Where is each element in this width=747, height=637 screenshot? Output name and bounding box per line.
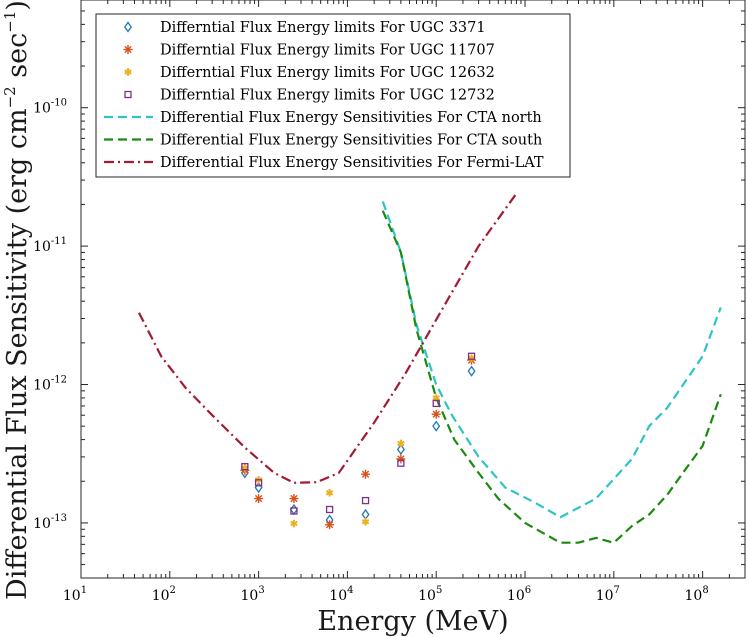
x-tick-label: 103 — [241, 585, 265, 604]
data-point-series-1 — [361, 469, 371, 479]
legend-label-1: Differntial Flux Energy limits For UGC 1… — [160, 43, 495, 59]
x-tick-label: 102 — [152, 585, 176, 604]
data-point-series-2 — [290, 519, 298, 528]
y-tick-label: 10-10 — [33, 98, 67, 117]
y-tick-label: 10-13 — [33, 513, 67, 532]
legend-marker-1 — [123, 45, 133, 54]
data-point-series-1 — [254, 494, 264, 504]
legend-marker-2 — [124, 68, 132, 76]
data-point-series-0 — [467, 365, 476, 377]
legend-label-2: Differntial Flux Energy limits For UGC 1… — [160, 65, 495, 81]
axis-tick-labels: 101 102 103 104 105 106 107 108 10-13 10-12 10-11 1… — [33, 98, 709, 604]
y-axis-label-end: ) — [2, 0, 33, 11]
legend: Differntial Flux Energy limits For UGC 3… — [95, 13, 571, 178]
legend-label-6: Differential Flux Energy Sensitivities F… — [160, 155, 544, 171]
data-point-series-1 — [325, 520, 335, 530]
y-axis-label-mid: sec — [2, 33, 33, 87]
series-line-4 — [381, 201, 722, 519]
x-tick-label: 107 — [596, 585, 620, 604]
data-point-series-2 — [397, 439, 405, 448]
axis-ticks — [80, 0, 746, 579]
y-axis-label-unit: (erg cm — [2, 108, 33, 214]
x-tick-label: 105 — [418, 585, 442, 604]
data-point-series-1 — [289, 494, 299, 504]
y-axis-label: Differential Flux Sensitivity (erg cm−2 … — [1, 0, 33, 600]
legend-label-0: Differntial Flux Energy limits For UGC 3… — [160, 20, 486, 36]
legend-box — [95, 13, 571, 178]
data-point-series-3 — [241, 463, 249, 471]
data-point-series-0 — [240, 467, 249, 479]
y-axis-label-exp1: −2 — [1, 86, 19, 108]
legend-marker-0 — [124, 21, 132, 33]
data-point-series-3 — [432, 399, 440, 408]
series-line-5 — [381, 210, 722, 544]
y-axis-label-main: Differential Flux Sensitivity — [2, 214, 33, 600]
data-point-series-3 — [361, 496, 370, 505]
x-axis-label: Energy (MeV) — [317, 606, 508, 637]
data-point-series-2 — [361, 517, 370, 526]
legend-label-5: Differential Flux Energy Sensitivities F… — [160, 133, 542, 149]
data-point-series-3 — [290, 507, 298, 515]
legend-marker-3 — [124, 90, 132, 99]
data-point-series-0 — [396, 443, 405, 455]
data-point-series-3 — [397, 459, 405, 467]
data-point-series-3 — [467, 352, 476, 360]
series-markers — [240, 352, 477, 530]
data-point-series-1 — [396, 454, 406, 464]
data-point-series-3 — [325, 505, 334, 514]
series-lines — [138, 192, 722, 544]
legend-label-4: Differential Flux Energy Sensitivities F… — [160, 110, 542, 126]
legend-label-3: Differntial Flux Energy limits For UGC 1… — [160, 88, 495, 104]
data-point-series-1 — [431, 409, 441, 419]
x-tick-label: 108 — [685, 585, 709, 604]
data-point-series-2 — [325, 489, 334, 497]
data-point-series-3 — [254, 479, 263, 487]
data-point-series-0 — [432, 420, 441, 432]
y-tick-label: 10-11 — [33, 236, 67, 255]
x-tick-label: 104 — [329, 585, 353, 604]
y-axis-label-exp2: −1 — [1, 11, 19, 33]
x-tick-label: 101 — [63, 585, 87, 604]
x-tick-label: 106 — [507, 585, 531, 604]
y-tick-label: 10-12 — [33, 375, 67, 394]
series-line-6 — [138, 192, 518, 484]
